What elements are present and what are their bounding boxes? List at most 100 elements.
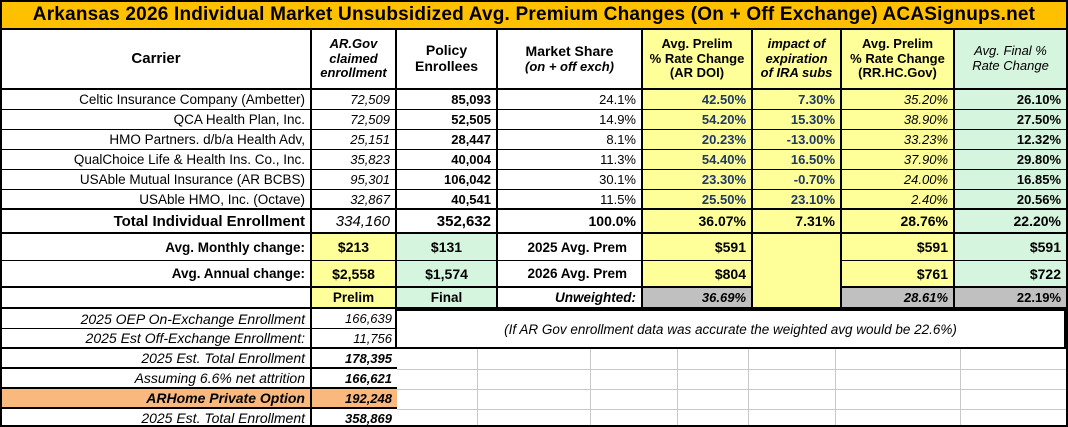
empty-cell — [2, 288, 312, 309]
final-rate-cell: 16.85% — [955, 170, 1066, 190]
doi-rate-cell: 23.30% — [643, 170, 753, 190]
doi-rate-cell: 42.50% — [643, 90, 753, 110]
header-row: Carrier AR.Gov claimed enrollment Policy… — [2, 30, 1066, 90]
enrollment-row: 2025 Est. Total Enrollment 358,869 — [2, 409, 1066, 425]
annual-prelim-cell: $2,558 — [312, 261, 397, 288]
doi-rate-cell: 54.40% — [643, 150, 753, 170]
share-cell: 8.1% — [498, 130, 643, 150]
col-header-ira-impact: impact of expiration of IRA subs — [753, 30, 842, 90]
policy-cell: 52,505 — [397, 110, 498, 130]
carrier-name-cell: USAble Mutual Insurance (AR BCBS) — [2, 170, 312, 190]
argov-cell: 72,509 — [312, 90, 397, 110]
doi-rate-cell: 54.20% — [643, 110, 753, 130]
prem-2026-final: $722 — [955, 261, 1066, 288]
total-ira: 7.31% — [753, 210, 842, 234]
policy-cell: 28,447 — [397, 130, 498, 150]
unweighted-final: 22.19% — [955, 288, 1066, 309]
ira-impact-cell: -13.00% — [753, 130, 842, 150]
grid-line — [397, 389, 1066, 390]
enrollment-value: 178,395 — [312, 349, 397, 369]
ira-merged-cell — [753, 288, 842, 309]
col-header-market-share: Market Share (on + off exch) — [498, 30, 643, 90]
enrollment-value: 192,248 — [312, 389, 397, 409]
avg-monthly-label: Avg. Monthly change: — [2, 234, 312, 261]
enrollment-value: 166,639 — [312, 309, 397, 329]
enrollment-label: Assuming 6.6% net attrition — [2, 369, 312, 389]
ira-impact-cell: -0.70% — [753, 170, 842, 190]
argov-cell: 95,301 — [312, 170, 397, 190]
prelim-tag: Prelim — [312, 288, 397, 309]
col-header-argov-enrollment: AR.Gov claimed enrollment — [312, 30, 397, 90]
ira-impact-cell: 15.30% — [753, 110, 842, 130]
enrollment-row: Assuming 6.6% net attrition 166,621 — [2, 369, 1066, 389]
carrier-name-cell: Celtic Insurance Company (Ambetter) — [2, 90, 312, 110]
final-rate-cell: 26.10% — [955, 90, 1066, 110]
ira-impact-cell: 16.50% — [753, 150, 842, 170]
enrollment-row: 2025 Est Off-Exchange Enrollment: 11,756 — [2, 329, 1066, 349]
policy-cell: 40,004 — [397, 150, 498, 170]
avg-monthly-row: Avg. Monthly change: $213 $131 2025 Avg.… — [2, 234, 1066, 261]
rr-rate-cell: 2.40% — [842, 190, 955, 210]
prem-2026-rr: $761 — [842, 261, 955, 288]
enrollment-label: 2025 OEP On-Exchange Enrollment — [2, 309, 312, 329]
final-rate-cell: 20.56% — [955, 190, 1066, 210]
weighted-avg-note: (If AR Gov enrollment data was accurate … — [395, 309, 1066, 349]
total-argov: 334,160 — [312, 210, 397, 234]
grid-line — [477, 349, 478, 425]
unweighted-doi: 36.69% — [643, 288, 753, 309]
total-share: 100.0% — [498, 210, 643, 234]
rr-rate-cell: 38.90% — [842, 110, 955, 130]
avg-annual-label: Avg. Annual change: — [2, 261, 312, 288]
monthly-final-cell: $131 — [397, 234, 498, 261]
argov-cell: 35,823 — [312, 150, 397, 170]
carrier-row: Celtic Insurance Company (Ambetter) 72,5… — [2, 90, 1066, 110]
grid-line — [590, 349, 591, 425]
grid-line — [397, 369, 1066, 370]
enrollment-value: 166,621 — [312, 369, 397, 389]
total-policy: 352,632 — [397, 210, 498, 234]
carrier-name-cell: HMO Partners. d/b/a Health Adv, — [2, 130, 312, 150]
share-cell: 24.1% — [498, 90, 643, 110]
prem-2026-label: 2026 Avg. Prem — [498, 261, 643, 288]
carrier-name-cell: USAble HMO, Inc. (Octave) — [2, 190, 312, 210]
prem-2026-doi: $804 — [643, 261, 753, 288]
final-rate-cell: 27.50% — [955, 110, 1066, 130]
grid-line — [748, 349, 749, 425]
annual-final-cell: $1,574 — [397, 261, 498, 288]
share-cell: 11.3% — [498, 150, 643, 170]
grid-line — [677, 349, 678, 425]
arhome-private-option-row: ARHome Private Option 192,248 — [2, 389, 1066, 409]
argov-cell: 72,509 — [312, 110, 397, 130]
policy-cell: 106,042 — [397, 170, 498, 190]
doi-rate-cell: 20.23% — [643, 130, 753, 150]
carrier-row: USAble Mutual Insurance (AR BCBS) 95,301… — [2, 170, 1066, 190]
carrier-row: USAble HMO, Inc. (Octave) 32,867 40,541 … — [2, 190, 1066, 210]
enrollment-label: 2025 Est. Total Enrollment — [2, 349, 312, 369]
carrier-row: HMO Partners. d/b/a Health Adv, 25,151 2… — [2, 130, 1066, 150]
col-header-policy-enrollees: Policy Enrollees — [397, 30, 498, 90]
carrier-row: QCA Health Plan, Inc. 72,509 52,505 14.9… — [2, 110, 1066, 130]
prem-2025-rr: $591 — [842, 234, 955, 261]
total-final: 22.20% — [955, 210, 1066, 234]
policy-cell: 85,093 — [397, 90, 498, 110]
share-cell: 11.5% — [498, 190, 643, 210]
col-header-final-rate: Avg. Final % Rate Change — [955, 30, 1066, 90]
prelim-final-row: Prelim Final Unweighted: 36.69% 28.61% 2… — [2, 288, 1066, 309]
prem-2025-doi: $591 — [643, 234, 753, 261]
grid-line — [835, 349, 836, 425]
final-rate-cell: 12.32% — [955, 130, 1066, 150]
ira-merged-cell — [753, 261, 842, 288]
carrier-row: QualChoice Life & Health Ins. Co., Inc. … — [2, 150, 1066, 170]
page-title: Arkansas 2026 Individual Market Unsubsid… — [2, 2, 1066, 30]
ira-impact-cell: 7.30% — [753, 90, 842, 110]
ira-impact-cell: 23.10% — [753, 190, 842, 210]
col-header-prelim-rrhcgov: Avg. Prelim % Rate Change (RR.HC.Gov) — [842, 30, 955, 90]
market-share-label: Market Share — [525, 42, 614, 59]
avg-annual-row: Avg. Annual change: $2,558 $1,574 2026 A… — [2, 261, 1066, 288]
ira-merged-cell — [753, 234, 842, 261]
col-header-carrier: Carrier — [2, 30, 312, 90]
enrollment-label: 2025 Est Off-Exchange Enrollment: — [2, 329, 312, 349]
total-row: Total Individual Enrollment 334,160 352,… — [2, 210, 1066, 234]
grid-line — [397, 409, 1066, 410]
